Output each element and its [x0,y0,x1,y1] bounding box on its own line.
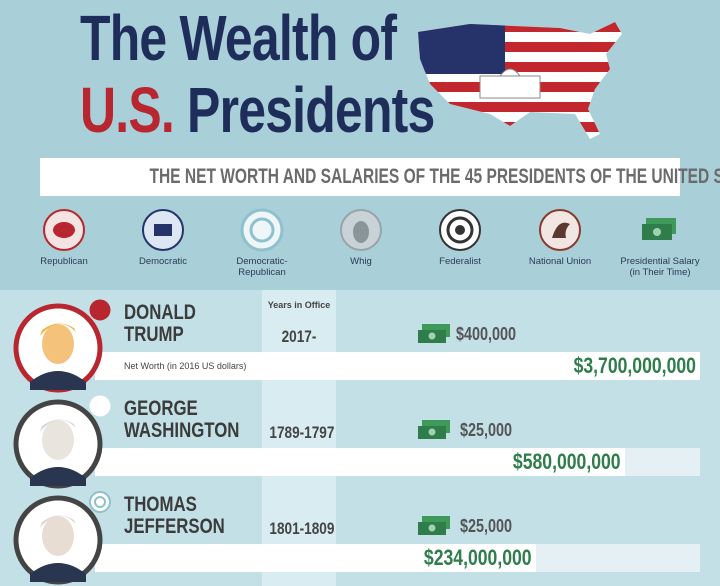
portrait [12,302,104,394]
net-worth-label: Net Worth (in 2016 US dollars) [124,361,247,371]
party-badge-svg [89,395,111,417]
name-line: TRUMP [124,323,184,346]
title-line: U.S. Presidents [80,78,435,142]
title-prefix: U.S. [80,74,175,146]
legend-icon-svg [142,209,184,251]
subtitle: THE NET WORTH AND SALARIES OF THE 45 PRE… [40,158,720,196]
salary-icon-svg [418,516,450,535]
years-column [262,290,336,586]
legend-label: National Union [528,256,592,267]
legend-icon [538,208,582,252]
years: 1801-1809 [269,519,335,538]
party-badge [88,490,112,514]
party-badge-svg [89,491,111,513]
salary-icon-svg [418,420,450,439]
name-line: WASHINGTON [124,419,240,442]
name-line: DONALD [124,301,196,324]
net-worth: $580,000,000 [513,449,621,474]
portrait [12,494,104,586]
party-badge [88,298,112,322]
legend-icon [240,208,284,252]
net-worth: $234,000,000 [424,545,532,570]
party-badge-svg [89,299,111,321]
legend-icon-svg [439,209,481,251]
legend-label: Federalist [439,256,481,267]
years: 1789-1797 [269,423,335,442]
subtitle-text: THE NET WORTH AND SALARIES OF THE 45 PRE… [149,165,720,188]
title-rest: Presidents [187,74,435,146]
flag-map [418,22,622,139]
net-worth-bar [95,448,625,476]
net-worth-bar [95,544,536,572]
legend-label: Presidential Salary (in Their Time) [620,256,700,278]
legend-icon [141,208,185,252]
salary-icon [416,322,452,346]
legend-label: Democratic [138,256,188,267]
salary: $25,000 [460,420,513,440]
legend-icon [438,208,482,252]
legend-label: Whig [350,256,372,267]
legend-icon-svg [642,218,676,240]
salary-icon [416,514,452,538]
portrait-svg [13,303,103,393]
legend-icon-svg [43,209,85,251]
party-badge [88,394,112,418]
years-header: Years in Office [267,300,331,310]
table-area [0,290,720,586]
legend-icon-svg [240,208,284,252]
legend-icon-svg [340,209,382,251]
legend-icon [638,208,682,252]
salary: $400,000 [456,324,517,344]
name-line: JEFFERSON [124,515,225,538]
name-line: GEORGE [124,397,198,420]
name-line: THOMAS [124,493,197,516]
portrait-svg [13,399,103,489]
portrait [12,398,104,490]
legend-label: Democratic-Republican [236,256,288,278]
ribbon [40,158,680,196]
years: 2017- [281,327,317,346]
salary: $25,000 [460,516,513,536]
legend-icon [42,208,86,252]
salary-icon [416,418,452,442]
portrait-svg [13,495,103,585]
net-worth-bar [95,352,700,380]
legend-icon [339,208,383,252]
net-worth: $3,700,000,000 [573,353,696,378]
legend-label: Republican [40,256,88,267]
legend-icon-svg [539,209,581,251]
salary-icon-svg [418,324,450,343]
title-line: The Wealth of [80,2,397,74]
